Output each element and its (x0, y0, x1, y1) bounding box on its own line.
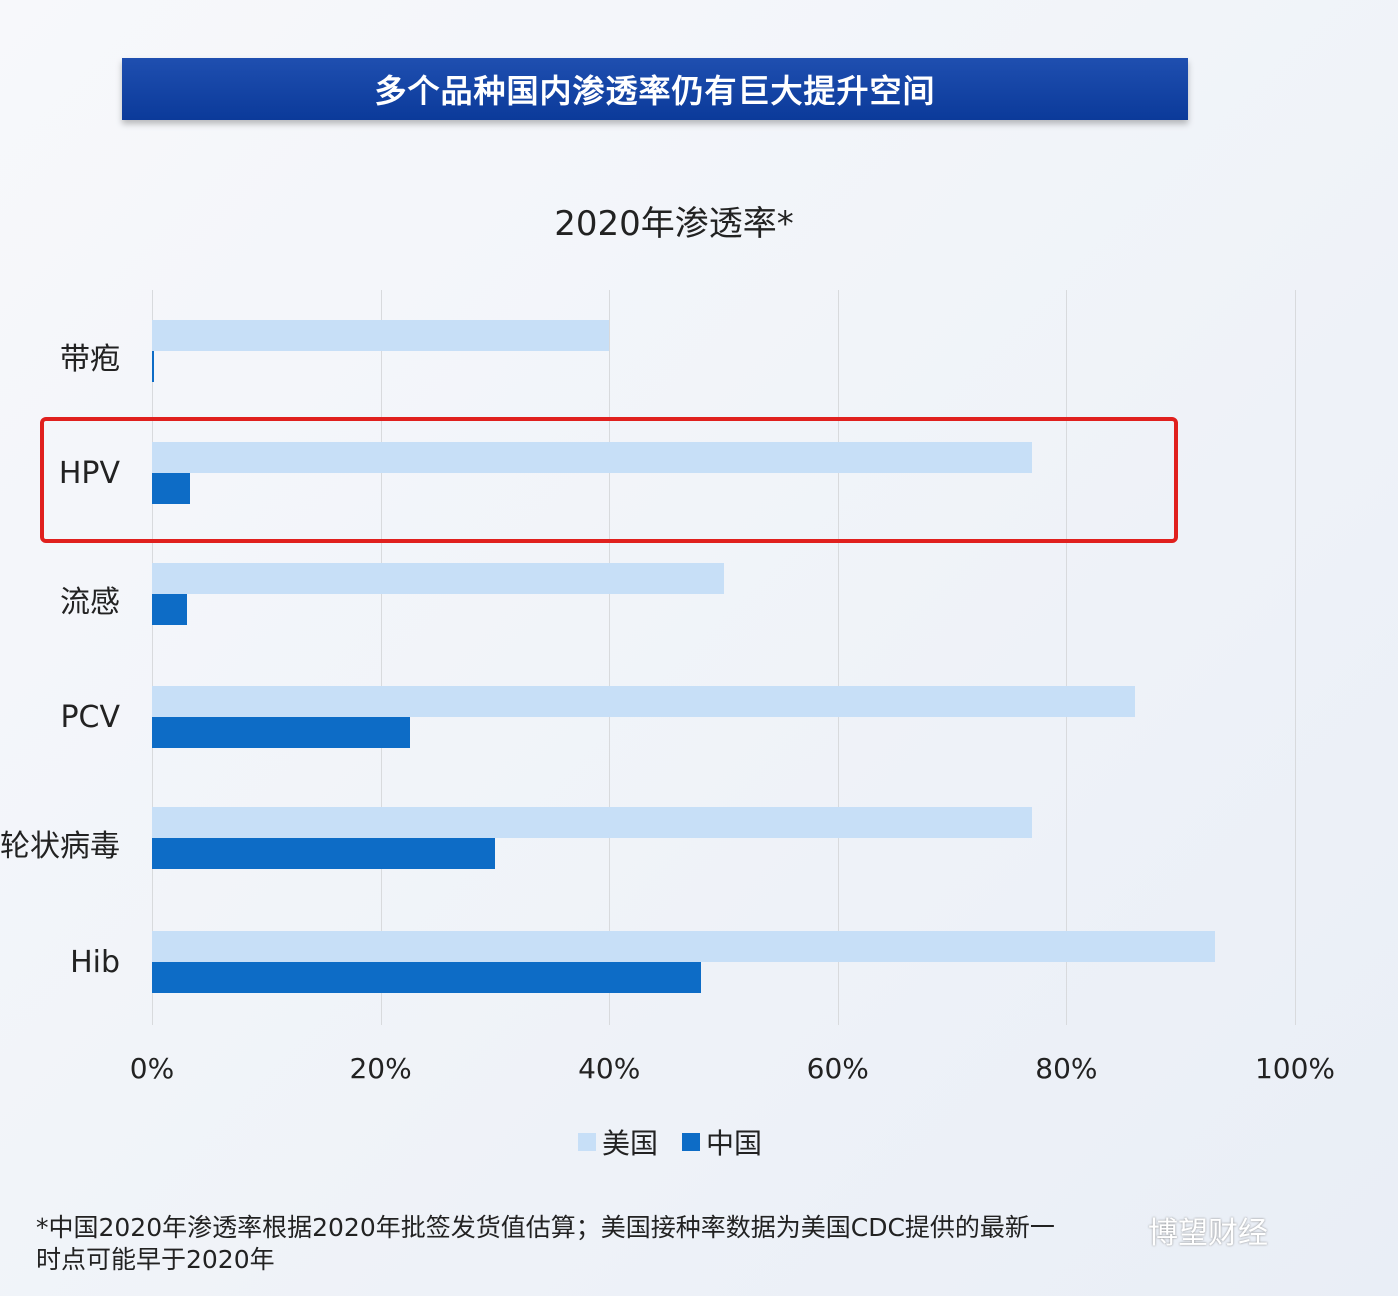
footnote-line-1: *中国2020年渗透率根据2020年批签发货值估算；美国接种率数据为美国CDC提… (36, 1213, 1055, 1242)
footnote: *中国2020年渗透率根据2020年批签发货值估算；美国接种率数据为美国CDC提… (36, 1212, 1366, 1276)
y-category-label: HPV (58, 456, 120, 491)
y-category-label: 流感 (60, 585, 120, 620)
bar-us (152, 686, 1135, 717)
y-category-label: 轮状病毒 (0, 829, 120, 864)
x-tick-label: 60% (806, 1052, 869, 1085)
legend-swatch-cn (682, 1133, 701, 1151)
title-banner: 多个品种国内渗透率仍有巨大提升空间 (122, 58, 1188, 120)
x-tick-label: 100% (1254, 1052, 1336, 1085)
legend: 美国 中国 (578, 1122, 786, 1162)
y-category-label: 带疱 (60, 342, 120, 377)
legend-item-cn: 中国 (682, 1122, 762, 1162)
bar-cn (152, 594, 188, 625)
gridline (380, 290, 382, 1025)
bar-cn (152, 838, 495, 869)
bar-us (152, 931, 1215, 962)
legend-label-cn: 中国 (706, 1127, 763, 1160)
gridline (1295, 290, 1296, 1025)
bar-us (152, 442, 1033, 473)
bar-cn (152, 473, 190, 504)
gridline (609, 290, 611, 1025)
legend-swatch-us (578, 1133, 596, 1151)
bar-us (152, 807, 1033, 838)
gridline (152, 290, 153, 1025)
bar-cn (152, 962, 701, 993)
hpv-highlight-box (40, 417, 1178, 543)
x-tick-label: 0% (129, 1052, 175, 1085)
watermark: 博望财经 (1148, 1216, 1268, 1251)
bar-cn (152, 717, 411, 748)
y-category-label: PCV (60, 700, 120, 735)
x-tick-label: 40% (578, 1052, 641, 1085)
legend-label-us: 美国 (602, 1127, 659, 1160)
bar-us (152, 320, 610, 351)
x-tick-label: 20% (349, 1052, 412, 1085)
banner-title: 多个品种国内渗透率仍有巨大提升空间 (374, 72, 936, 110)
gridline (1066, 290, 1068, 1025)
x-tick-label: 80% (1035, 1052, 1098, 1085)
bar-us (152, 563, 724, 594)
y-category-label: Hib (70, 945, 120, 980)
legend-item-us: 美国 (578, 1122, 658, 1162)
chart-title: 2020年渗透率* (554, 204, 794, 244)
footnote-line-2: 时点可能早于2020年 (36, 1245, 275, 1274)
plot-area (152, 290, 1296, 1025)
bar-cn (152, 351, 154, 382)
gridline (837, 290, 839, 1025)
